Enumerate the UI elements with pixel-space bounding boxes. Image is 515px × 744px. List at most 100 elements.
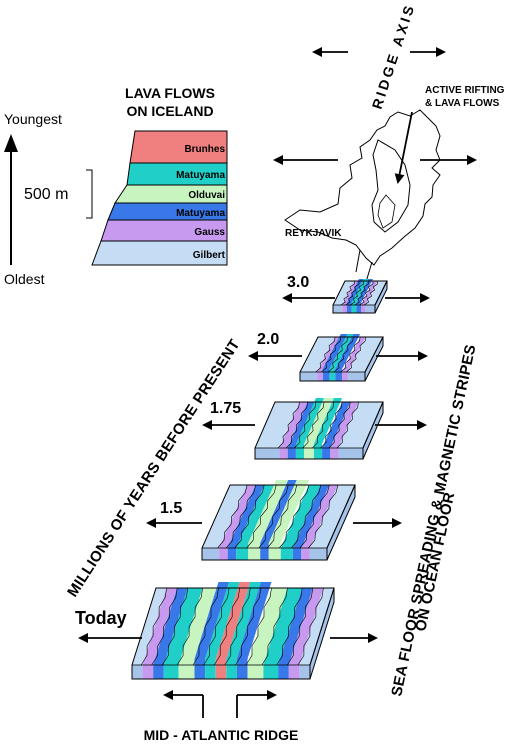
layer-label-gauss: Gauss: [194, 227, 225, 238]
block-1-5-stripe: [236, 485, 277, 548]
block-today-boundary: [213, 587, 240, 666]
block-today-boundary: [276, 587, 303, 666]
layer-label-matuyama-lower: Matuyama: [176, 208, 225, 219]
block-today-front-stripe: [236, 659, 248, 679]
rifting-pointer-arrow: [394, 111, 413, 184]
time-label-2-0: 2.0: [257, 331, 279, 348]
block-3-0-boundary: [354, 280, 369, 306]
block-1-75-front-stripe: [255, 448, 280, 459]
block-today-stripe: [226, 582, 261, 659]
block-1-75-stripe: [322, 402, 351, 448]
block-2-0-front-stripe: [335, 369, 343, 381]
block-1-5-front-stripe: [202, 548, 220, 560]
block-1-5: [201, 480, 356, 561]
block-2-0-front-stripe: [329, 369, 336, 381]
rift-zone-inner: [377, 194, 396, 229]
block-today-front-stripe: [288, 665, 300, 679]
block-1-75-boundary: [277, 401, 300, 449]
block-1-5-boundary: [258, 484, 289, 549]
block-2-0: [299, 334, 384, 382]
block-3-0-boundary: [340, 280, 355, 306]
time-label-1-5: 1.5: [160, 500, 182, 517]
block-2-0-boundary: [346, 336, 367, 373]
block-today-boundary: [162, 587, 189, 666]
block-1-5-stripe: [227, 485, 265, 548]
block-1-75-boundary: [285, 401, 309, 449]
block-today-boundary: [203, 587, 230, 666]
spreading-arrows: [78, 293, 430, 643]
ridge-extension-right: [365, 261, 373, 283]
time-label-today: Today: [75, 608, 127, 628]
rifting-label-line1: ACTIVE RIFTING: [425, 85, 505, 96]
block-today-front-stripe: [163, 665, 179, 679]
block-today-boundary: [245, 587, 272, 666]
block-1-75-front-stripe: [338, 448, 363, 459]
time-labels: 3.0 2.0 1.75 1.5 Today: [75, 274, 309, 628]
block-today-stripe: [288, 588, 324, 665]
block-today-stripe: [278, 588, 313, 665]
spreading-blocks: [131, 279, 388, 680]
block-1-5-stripe: [280, 485, 321, 548]
iceland-map: ACTIVE RIFTING & LAVA FLOWS REYKJAVIK RI…: [273, 1, 505, 283]
block-today-front-stripe: [194, 659, 206, 679]
mid-atlantic-ridge-label: MID - ATLANTIC RIDGE: [144, 727, 299, 743]
block-1-75-boundary: [320, 401, 343, 449]
block-today-boundary: [297, 587, 324, 666]
block-today-stripe: [142, 588, 178, 665]
iceland-outline: [284, 109, 441, 266]
layer-gilbert: [91, 240, 228, 266]
block-1-75-stripe: [255, 402, 300, 448]
block-2-0-boundary: [321, 336, 342, 373]
block-1-5-boundary: [234, 484, 265, 549]
block-2-0-stripe: [300, 337, 336, 372]
block-2-0-boundary: [315, 336, 336, 373]
block-3-0-front-stripe: [351, 303, 357, 313]
block-2-0-boundary: [327, 336, 348, 373]
block-today-front-stripe: [278, 665, 289, 679]
block-1-75-stripe: [287, 402, 316, 448]
block-2-0-boundary: [333, 336, 354, 373]
spreading-label-line1: SEA FLOOR SPREADING & MAGNETIC STRIPES: [388, 343, 479, 698]
block-1-5-front-stripe: [301, 548, 310, 560]
block-today-front-stripe: [247, 665, 264, 679]
block-1-75-front-stripe: [304, 444, 314, 459]
block-2-0-boundary: [340, 336, 361, 373]
block-today-front-stripe: [178, 665, 195, 679]
age-axis-arrowhead: [4, 134, 18, 152]
block-1-5-front-stripe: [309, 548, 327, 560]
layer-label-brunhes: Brunhes: [184, 144, 225, 155]
block-today-boundary: [235, 587, 262, 666]
block-3-0-front-stripe: [342, 305, 347, 313]
block-today-stripe: [205, 582, 240, 659]
block-today-stripe: [163, 588, 203, 665]
block-1-75-boundary: [312, 401, 335, 449]
oldest-label: Oldest: [4, 271, 45, 287]
block-1-75-boundary: [294, 401, 317, 449]
mid-atlantic-ridge-callout: MID - ATLANTIC RIDGE: [144, 690, 299, 743]
block-today-boundary: [287, 587, 314, 666]
block-today-front-stripe: [226, 659, 237, 679]
block-1-5-stripe: [219, 485, 256, 548]
block-1-75-boundary: [302, 401, 325, 449]
block-1-5-front-stripe: [268, 543, 281, 560]
rift-zone: [371, 139, 411, 233]
block-1-5-boundary: [308, 484, 339, 549]
block-today-stripe: [194, 582, 230, 659]
block-today-boundary: [140, 587, 167, 666]
block-2-0-front-stripe: [347, 372, 365, 381]
block-3-0-stripe: [365, 281, 387, 305]
block-1-75: [254, 398, 384, 460]
block-2-0-stripe: [347, 337, 383, 372]
block-today-boundary: [261, 587, 288, 666]
block-3-0-boundary: [359, 281, 374, 306]
scale-label: 500 m: [24, 186, 68, 203]
block-1-5-boundary: [225, 484, 256, 549]
scale-bracket: [86, 169, 93, 219]
block-today-stripe: [236, 582, 272, 659]
block-1-5-front-stripe: [248, 543, 261, 560]
age-axis: Youngest Oldest: [4, 111, 62, 287]
block-1-75-front-stripe: [330, 448, 339, 459]
block-3-0-boundary: [345, 281, 360, 306]
block-1-5-stripe: [309, 485, 355, 548]
